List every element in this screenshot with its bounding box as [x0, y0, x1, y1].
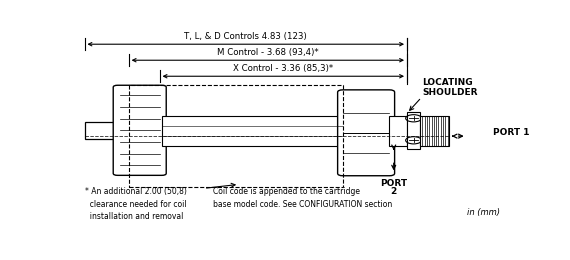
Bar [407, 112, 420, 149]
Bar [162, 116, 343, 146]
Text: PORT 1: PORT 1 [493, 128, 530, 137]
FancyBboxPatch shape [337, 90, 394, 176]
Text: 2: 2 [390, 187, 397, 196]
Bar [389, 116, 407, 146]
Text: * An additional 2.00 (50,8)
  clearance needed for coil
  installation and remov: * An additional 2.00 (50,8) clearance ne… [84, 187, 186, 221]
Text: M Control - 3.68 (93,4)*: M Control - 3.68 (93,4)* [217, 48, 319, 57]
Bar [420, 116, 449, 146]
FancyBboxPatch shape [113, 85, 166, 175]
Text: LOCATING
SHOULDER: LOCATING SHOULDER [422, 77, 478, 97]
Text: T, L, & D Controls 4.83 (123): T, L, & D Controls 4.83 (123) [184, 32, 307, 41]
Text: X Control - 3.36 (85,3)*: X Control - 3.36 (85,3)* [233, 64, 333, 73]
Bar [84, 122, 117, 139]
Text: Coil code is appended to the cartridge
base model code. See CONFIGURATION sectio: Coil code is appended to the cartridge b… [213, 187, 392, 209]
Bar [129, 85, 343, 187]
Text: in (mm): in (mm) [467, 208, 500, 217]
Text: PORT: PORT [380, 179, 408, 188]
